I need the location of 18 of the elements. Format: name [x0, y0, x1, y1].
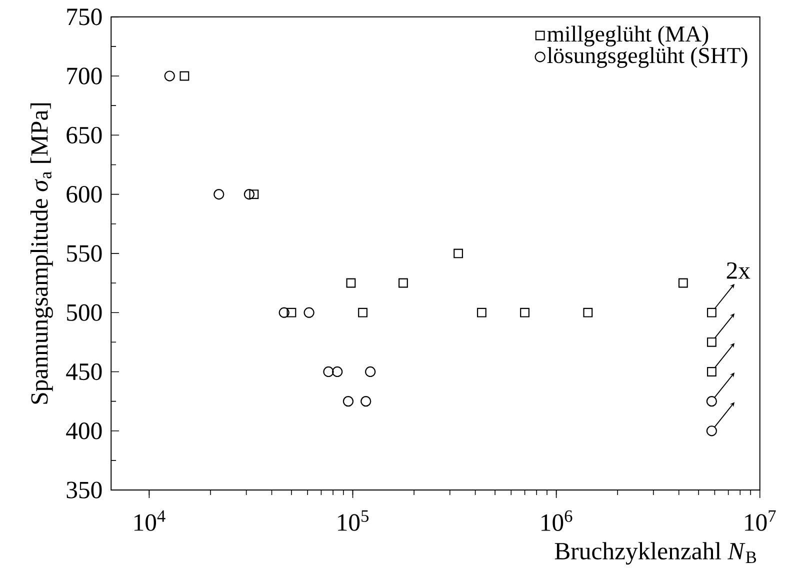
- annotation: 2x: [726, 262, 750, 279]
- x-axis-title: Bruchzyklenzahl N$_{B}$: [554, 542, 756, 564]
- y-axis-title: Spannungsamplitude σ$_{a}$ [MPa]: [30, 103, 53, 404]
- y-tick-label: 650: [66, 126, 102, 144]
- y-tick-label: 550: [67, 244, 102, 262]
- legend-label: lösungsgeglüht (SHT): [547, 47, 748, 68]
- x-tick-label: 10$^{7}$: [745, 510, 776, 531]
- legend-label: millgeglüht (MA): [547, 26, 708, 46]
- y-tick-label: 350: [66, 482, 102, 498]
- y-tick-label: 750: [67, 8, 102, 26]
- x-tick-label: 10$^{6}$: [542, 510, 572, 531]
- y-tick-label: 600: [66, 186, 102, 202]
- y-tick-label: 400: [66, 422, 102, 440]
- y-tick-label: 500: [67, 304, 102, 321]
- y-tick-label: 450: [66, 363, 102, 380]
- y-tick-label: 700: [67, 68, 102, 84]
- x-tick-label: 10$^{4}$: [134, 510, 166, 531]
- x-tick-label: 10$^{5}$: [338, 510, 368, 531]
